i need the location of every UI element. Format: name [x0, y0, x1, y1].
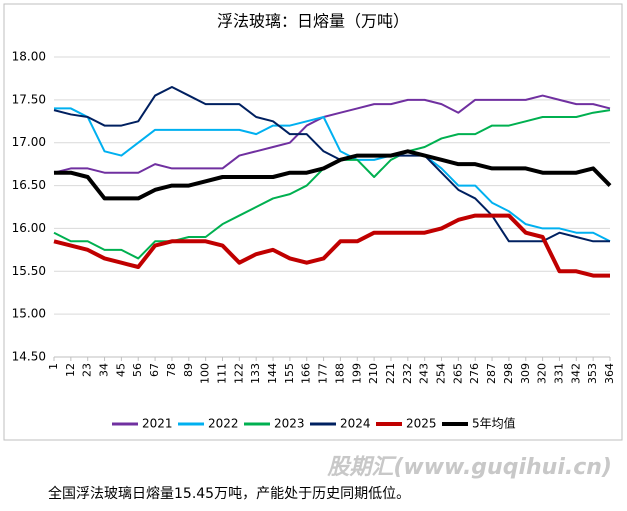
x-tick-label: 287	[485, 363, 498, 384]
y-tick-label: 18.00	[12, 50, 46, 64]
y-tick-label: 15.00	[12, 307, 46, 321]
x-tick-label: 67	[148, 363, 161, 377]
x-tick-label: 265	[451, 363, 464, 384]
x-tick-label: 276	[468, 363, 481, 384]
x-tick-label: 155	[283, 363, 296, 384]
legend-label: 2023	[274, 417, 305, 431]
chart-frame	[3, 3, 623, 441]
x-tick-label: 177	[317, 363, 330, 384]
series-line	[53, 213, 610, 278]
x-tick-label: 210	[367, 363, 380, 384]
y-tick-label: 15.50	[12, 264, 46, 278]
series-line	[53, 94, 611, 174]
x-tick-label: 12	[64, 363, 77, 377]
legend-label: 5年均值	[472, 416, 516, 431]
y-tick-label: 17.50	[12, 92, 46, 106]
x-tick-label: 320	[536, 363, 549, 384]
x-tick-label: 298	[502, 363, 515, 384]
caption: 全国浮法玻璃日熔量15.45万吨，产能处于历史同期低位。	[48, 485, 410, 502]
y-tick-label: 16.00	[12, 221, 46, 235]
x-tick-label: 133	[249, 363, 262, 384]
x-tick-label: 309	[519, 363, 532, 384]
x-tick-label: 353	[586, 363, 599, 384]
x-tick-label: 364	[603, 363, 616, 384]
x-tick-label: 1	[47, 363, 60, 370]
x-tick-label: 254	[435, 363, 448, 384]
series-line	[54, 149, 612, 201]
x-tick-label: 199	[350, 363, 363, 384]
x-tick-label: 122	[232, 363, 245, 384]
x-tick-label: 111	[215, 363, 228, 384]
y-tick-label: 14.50	[12, 350, 46, 364]
legend-label: 2024	[340, 417, 371, 431]
x-tick-label: 188	[333, 363, 346, 384]
x-tick-label: 221	[384, 363, 397, 384]
series-line	[54, 107, 611, 243]
watermark: 股期汇(www.guqihui.cn)	[326, 455, 612, 480]
x-tick-label: 78	[165, 363, 178, 377]
x-tick-label: 45	[114, 363, 127, 377]
x-tick-label: 144	[266, 363, 279, 384]
chart-title: 浮法玻璃：日熔量（万吨）	[217, 12, 409, 31]
y-tick-label: 17.00	[12, 135, 46, 149]
x-tick-label: 56	[131, 363, 144, 377]
x-tick-label: 89	[182, 363, 195, 377]
legend-label: 2021	[142, 417, 173, 431]
x-tick-label: 23	[81, 363, 94, 377]
x-tick-label: 342	[569, 363, 582, 384]
legend-label: 2022	[208, 417, 239, 431]
x-tick-label: 331	[552, 363, 565, 384]
x-tick-label: 166	[300, 363, 313, 384]
x-tick-label: 100	[199, 363, 212, 384]
x-tick-label: 243	[418, 363, 431, 384]
x-tick-label: 34	[98, 363, 111, 377]
x-tick-label: 232	[401, 363, 414, 384]
y-tick-label: 16.50	[12, 178, 46, 192]
series-line	[53, 86, 610, 243]
legend-label: 2025	[406, 417, 437, 431]
